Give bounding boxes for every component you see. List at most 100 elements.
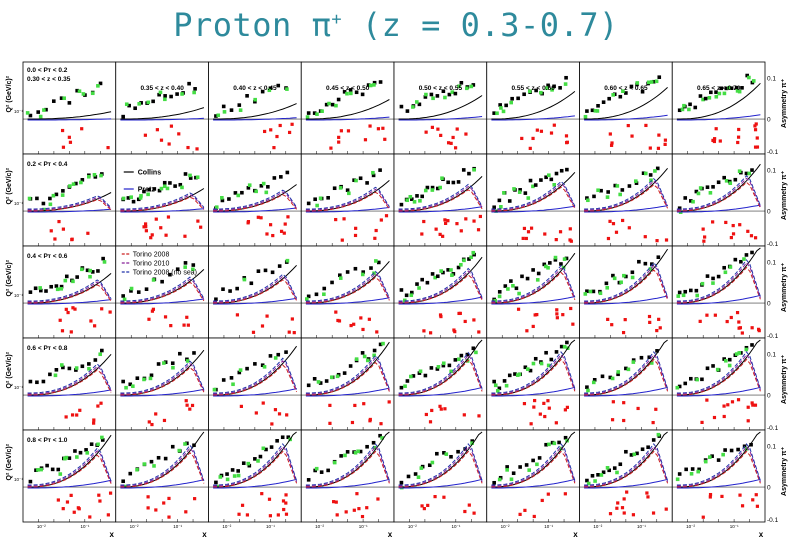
data-point-green xyxy=(225,477,230,482)
data-point-black xyxy=(606,190,610,194)
torino-2010-curve xyxy=(27,365,112,395)
data-point-red xyxy=(78,408,82,412)
data-point-green xyxy=(96,442,100,447)
data-point-red xyxy=(563,408,567,412)
data-point-black xyxy=(324,102,329,107)
data-point-red xyxy=(265,232,269,236)
data-point-black xyxy=(36,110,41,114)
torino-2008-curve xyxy=(305,191,390,212)
data-point-green xyxy=(68,184,72,188)
data-point-red xyxy=(472,511,476,515)
data-point-black xyxy=(175,92,179,96)
data-point-black xyxy=(378,80,383,84)
data-point-red xyxy=(712,415,717,420)
data-point-black xyxy=(492,205,496,210)
data-point-black xyxy=(441,270,445,275)
data-point-red xyxy=(263,129,267,134)
collins-curve xyxy=(120,107,205,120)
data-point-red xyxy=(383,137,387,141)
data-point-black xyxy=(714,90,718,94)
data-point-red xyxy=(150,309,155,313)
data-point-black xyxy=(220,198,225,203)
data-point-black xyxy=(173,184,177,188)
data-point-red xyxy=(645,491,649,495)
data-point-green xyxy=(318,196,323,201)
data-point-green xyxy=(444,452,449,456)
data-point-black xyxy=(64,274,69,279)
data-point-red xyxy=(159,138,164,142)
data-point-black xyxy=(705,274,710,278)
data-point-black xyxy=(61,365,65,370)
data-point-red xyxy=(376,127,381,131)
data-point-green xyxy=(314,466,319,471)
data-point-green xyxy=(457,84,461,89)
data-point-black xyxy=(266,185,270,189)
data-point-red xyxy=(329,146,333,150)
data-point-red xyxy=(552,123,556,127)
data-point-black xyxy=(142,189,146,194)
data-point-black xyxy=(655,166,660,171)
data-point-black xyxy=(697,467,701,472)
torino-2010-curve xyxy=(27,281,112,303)
data-point-red xyxy=(58,318,62,322)
data-point-black xyxy=(269,445,274,449)
pretz-curve xyxy=(305,478,390,489)
data-point-green xyxy=(539,90,543,95)
data-point-red xyxy=(543,414,547,419)
data-point-red xyxy=(97,493,101,497)
data-point-red xyxy=(283,222,287,226)
data-point-black xyxy=(629,453,634,457)
data-point-red xyxy=(522,402,527,406)
data-point-green xyxy=(649,178,653,183)
torino-nosea-curve xyxy=(120,444,205,486)
torino-2010-curve xyxy=(398,354,483,395)
data-point-red xyxy=(525,329,529,333)
data-point-red xyxy=(565,141,569,145)
pretz-curve xyxy=(213,207,297,213)
data-point-red xyxy=(608,512,613,516)
collins-curve xyxy=(676,82,761,120)
data-point-red xyxy=(374,228,378,233)
data-point-red xyxy=(420,504,424,508)
data-point-green xyxy=(493,383,498,388)
data-point-black xyxy=(564,75,568,80)
data-point-red xyxy=(611,222,616,226)
pretz-curve xyxy=(398,478,483,489)
data-point-black xyxy=(260,89,265,94)
data-point-green xyxy=(626,367,631,372)
data-point-black xyxy=(417,102,422,107)
data-point-red xyxy=(61,227,65,231)
data-point-red xyxy=(355,492,359,496)
data-point-green xyxy=(183,265,187,269)
data-point-black xyxy=(559,168,564,173)
data-point-black xyxy=(446,268,450,272)
data-point-red xyxy=(284,493,288,497)
data-point-red xyxy=(267,497,272,501)
data-point-red xyxy=(98,499,102,503)
data-point-black xyxy=(467,257,471,261)
data-point-black xyxy=(151,99,155,104)
data-point-green xyxy=(517,190,522,194)
data-point-red xyxy=(57,219,61,224)
data-point-red xyxy=(77,507,81,511)
data-point-red xyxy=(729,235,733,240)
y-axis-label-left: Q² (GeV/c)² xyxy=(6,443,13,480)
torino-2008-curve xyxy=(213,279,298,304)
data-point-green xyxy=(411,105,415,109)
data-point-green xyxy=(531,184,535,189)
data-point-red xyxy=(100,307,104,311)
data-point-black xyxy=(263,268,268,273)
data-point-black xyxy=(345,270,350,274)
data-point-red xyxy=(167,515,171,519)
data-point-black xyxy=(559,262,563,266)
data-point-red xyxy=(196,219,200,223)
data-point-black xyxy=(399,385,404,390)
x-axis-label: x xyxy=(388,530,393,539)
torino-nosea-curve xyxy=(120,360,205,394)
data-point-black xyxy=(360,92,365,97)
pretz-curve xyxy=(398,296,483,305)
torino-2010-curve xyxy=(305,357,390,395)
data-point-green xyxy=(74,366,79,370)
data-point-black xyxy=(518,188,522,192)
data-point-black xyxy=(129,289,133,293)
